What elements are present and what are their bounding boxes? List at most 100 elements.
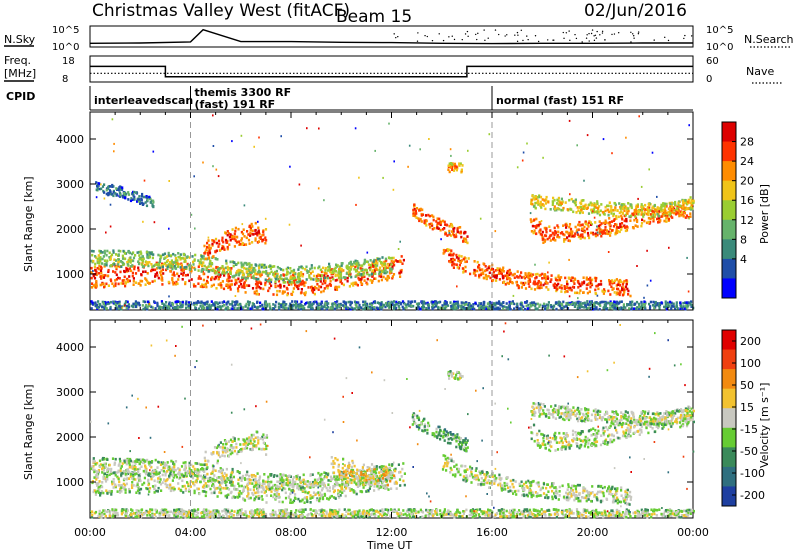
data-point <box>460 259 463 262</box>
data-point <box>280 135 282 138</box>
data-point <box>370 281 374 284</box>
data-point <box>242 282 246 285</box>
data-point <box>271 265 274 268</box>
data-point <box>616 287 619 291</box>
data-point <box>124 488 127 491</box>
data-point <box>286 292 289 295</box>
data-point <box>338 268 341 271</box>
data-point <box>310 286 313 289</box>
data-point <box>686 256 688 259</box>
data-point <box>451 260 454 264</box>
data-point <box>254 272 257 275</box>
data-point <box>588 203 591 206</box>
data-point <box>391 476 394 480</box>
data-point <box>364 303 367 307</box>
data-point <box>535 217 538 221</box>
data-point <box>272 273 275 277</box>
colorbar-tick-label: 8 <box>740 233 747 246</box>
data-point <box>132 256 136 260</box>
data-point <box>203 490 206 493</box>
data-point <box>103 259 107 262</box>
data-point <box>300 265 303 268</box>
data-point <box>437 306 440 310</box>
data-point <box>254 232 257 235</box>
data-point <box>491 267 494 271</box>
data-point <box>266 304 269 308</box>
data-point <box>675 305 678 308</box>
data-point <box>629 300 632 304</box>
data-point <box>460 301 463 304</box>
data-point <box>539 202 542 206</box>
data-point <box>261 234 264 237</box>
data-point <box>530 198 533 202</box>
data-point <box>541 238 544 241</box>
data-point <box>589 201 592 205</box>
data-point <box>445 301 448 304</box>
data-point <box>669 202 672 206</box>
data-point <box>159 256 162 260</box>
data-point <box>539 228 542 231</box>
data-point <box>528 274 531 277</box>
data-point <box>348 266 351 269</box>
data-point <box>492 279 495 282</box>
data-point <box>634 215 637 218</box>
data-point <box>593 307 596 311</box>
data-point <box>637 197 639 200</box>
data-point <box>669 208 672 211</box>
data-point <box>233 496 237 499</box>
data-point <box>121 263 125 266</box>
data-point <box>90 300 93 303</box>
data-point <box>659 219 662 222</box>
data-point <box>315 286 318 290</box>
data-point <box>284 281 287 284</box>
data-point <box>274 280 277 284</box>
data-point <box>231 496 234 500</box>
data-point <box>566 236 569 239</box>
freq-panel-frame <box>89 55 694 83</box>
data-point <box>428 222 431 226</box>
data-point <box>247 233 250 236</box>
data-point <box>150 477 153 481</box>
data-point <box>119 270 122 274</box>
data-point <box>393 306 396 309</box>
data-point <box>139 284 142 287</box>
data-point <box>456 228 459 232</box>
data-point <box>264 217 267 220</box>
colorbar-swatch <box>722 239 736 260</box>
data-point <box>531 273 534 276</box>
data-point <box>630 303 633 307</box>
data-point <box>359 280 362 284</box>
data-point <box>543 276 546 280</box>
data-point <box>572 200 575 203</box>
data-point <box>117 260 120 264</box>
data-point <box>634 216 638 220</box>
data-point <box>273 493 276 496</box>
data-point <box>240 243 243 246</box>
data-point <box>689 196 692 199</box>
data-point <box>556 235 559 239</box>
data-point <box>108 189 111 192</box>
data-point <box>206 257 209 261</box>
data-point <box>95 285 98 288</box>
data-point <box>676 207 679 210</box>
data-point <box>335 263 338 267</box>
data-point <box>542 241 545 244</box>
data-point <box>247 262 250 266</box>
data-point <box>123 477 126 481</box>
data-point <box>326 284 329 288</box>
data-point <box>555 307 558 311</box>
data-point <box>192 260 195 264</box>
data-point <box>557 300 560 304</box>
data-point <box>680 305 683 308</box>
data-point <box>155 271 159 275</box>
data-point <box>241 276 244 279</box>
data-point <box>591 278 594 282</box>
data-point <box>151 203 154 206</box>
data-point <box>608 223 611 227</box>
data-point <box>516 166 519 169</box>
data-point <box>451 257 454 261</box>
data-point <box>433 227 436 230</box>
nsearch-label: N.Search <box>744 33 794 46</box>
data-point <box>114 282 117 285</box>
data-point <box>114 271 117 274</box>
